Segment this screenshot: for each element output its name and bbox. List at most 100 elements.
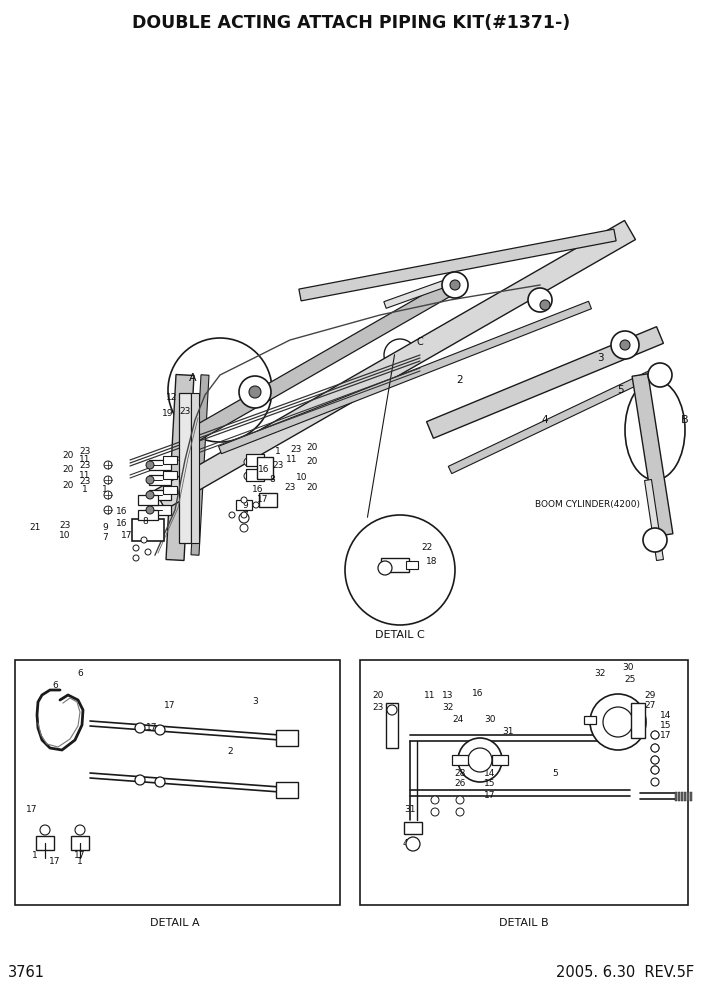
Text: 6: 6 — [77, 669, 83, 678]
Text: 8: 8 — [142, 518, 148, 527]
Text: 5: 5 — [552, 770, 558, 779]
Circle shape — [468, 748, 492, 772]
Text: 30: 30 — [484, 715, 496, 724]
Text: 16: 16 — [472, 688, 484, 697]
Circle shape — [168, 338, 272, 442]
Text: 17: 17 — [661, 731, 672, 740]
Bar — [276, 782, 298, 798]
Polygon shape — [384, 277, 456, 309]
Bar — [257, 457, 273, 479]
Text: BOOM CYLINDER(4200): BOOM CYLINDER(4200) — [535, 501, 640, 510]
Text: 3761: 3761 — [8, 965, 45, 980]
Circle shape — [387, 705, 397, 715]
Bar — [492, 755, 508, 765]
Circle shape — [155, 777, 165, 787]
Text: 16: 16 — [258, 465, 270, 474]
Text: C: C — [416, 337, 423, 347]
Circle shape — [141, 537, 147, 543]
Circle shape — [456, 808, 464, 816]
Bar — [406, 561, 418, 569]
Circle shape — [528, 288, 552, 312]
Text: 1: 1 — [102, 485, 108, 494]
Bar — [675, 792, 677, 801]
Circle shape — [253, 502, 259, 508]
Text: 17: 17 — [257, 495, 269, 505]
Text: 23: 23 — [59, 521, 71, 530]
Circle shape — [145, 549, 151, 555]
Text: 17: 17 — [74, 850, 86, 859]
Text: 20: 20 — [306, 482, 318, 491]
Circle shape — [249, 386, 261, 398]
Text: 23: 23 — [272, 461, 284, 470]
Text: 21: 21 — [29, 524, 41, 533]
Text: 2005. 6.30  REV.5F: 2005. 6.30 REV.5F — [556, 965, 694, 980]
Text: 23: 23 — [79, 446, 91, 455]
Text: 11: 11 — [79, 455, 91, 464]
Circle shape — [431, 796, 439, 804]
Circle shape — [651, 756, 659, 764]
Text: 11: 11 — [79, 470, 91, 479]
Bar — [163, 486, 177, 494]
Text: 30: 30 — [622, 664, 634, 673]
Circle shape — [239, 376, 271, 408]
Bar — [132, 519, 164, 541]
Bar — [584, 716, 596, 724]
Text: 31: 31 — [502, 727, 514, 736]
Text: DETAIL A: DETAIL A — [150, 918, 200, 928]
Circle shape — [651, 766, 659, 774]
Text: 16: 16 — [252, 485, 264, 494]
Bar — [15, 660, 340, 905]
Circle shape — [431, 808, 439, 816]
Circle shape — [651, 766, 659, 774]
Text: 29: 29 — [644, 691, 656, 700]
Text: B: B — [681, 415, 689, 425]
Polygon shape — [218, 302, 592, 453]
Text: 1: 1 — [32, 850, 38, 859]
Text: A: A — [189, 373, 197, 383]
Circle shape — [620, 340, 630, 350]
Text: 9: 9 — [102, 523, 108, 532]
Text: 23: 23 — [79, 476, 91, 485]
Circle shape — [104, 506, 112, 514]
Text: 13: 13 — [442, 691, 453, 700]
Circle shape — [104, 476, 112, 484]
Circle shape — [651, 731, 659, 739]
Bar — [452, 755, 468, 765]
Text: 27: 27 — [644, 701, 656, 710]
Circle shape — [540, 300, 550, 310]
Text: 17: 17 — [164, 701, 176, 710]
Bar — [681, 792, 683, 801]
Bar — [138, 510, 158, 520]
Bar — [149, 460, 171, 470]
Circle shape — [603, 707, 633, 737]
Bar — [360, 660, 688, 905]
Circle shape — [384, 339, 416, 371]
Text: 20: 20 — [62, 450, 74, 459]
Bar — [149, 490, 171, 500]
Circle shape — [155, 725, 165, 735]
Text: 2: 2 — [457, 375, 463, 385]
Text: 1: 1 — [77, 856, 83, 865]
Circle shape — [104, 491, 112, 499]
Text: 26: 26 — [454, 780, 465, 789]
Text: 17: 17 — [146, 723, 158, 732]
Circle shape — [378, 561, 392, 575]
Polygon shape — [181, 279, 458, 446]
Circle shape — [345, 515, 455, 625]
Bar — [678, 792, 680, 801]
Bar — [246, 469, 264, 481]
Circle shape — [651, 756, 659, 764]
Text: 1: 1 — [82, 485, 88, 494]
Circle shape — [241, 512, 247, 518]
Circle shape — [450, 280, 460, 290]
Circle shape — [240, 524, 248, 532]
Polygon shape — [427, 326, 663, 438]
Polygon shape — [299, 229, 616, 301]
Text: DETAIL B: DETAIL B — [499, 918, 549, 928]
Polygon shape — [644, 479, 663, 560]
Circle shape — [146, 491, 154, 499]
Circle shape — [229, 512, 235, 518]
Polygon shape — [449, 366, 662, 473]
Circle shape — [239, 513, 249, 523]
Circle shape — [241, 497, 247, 503]
